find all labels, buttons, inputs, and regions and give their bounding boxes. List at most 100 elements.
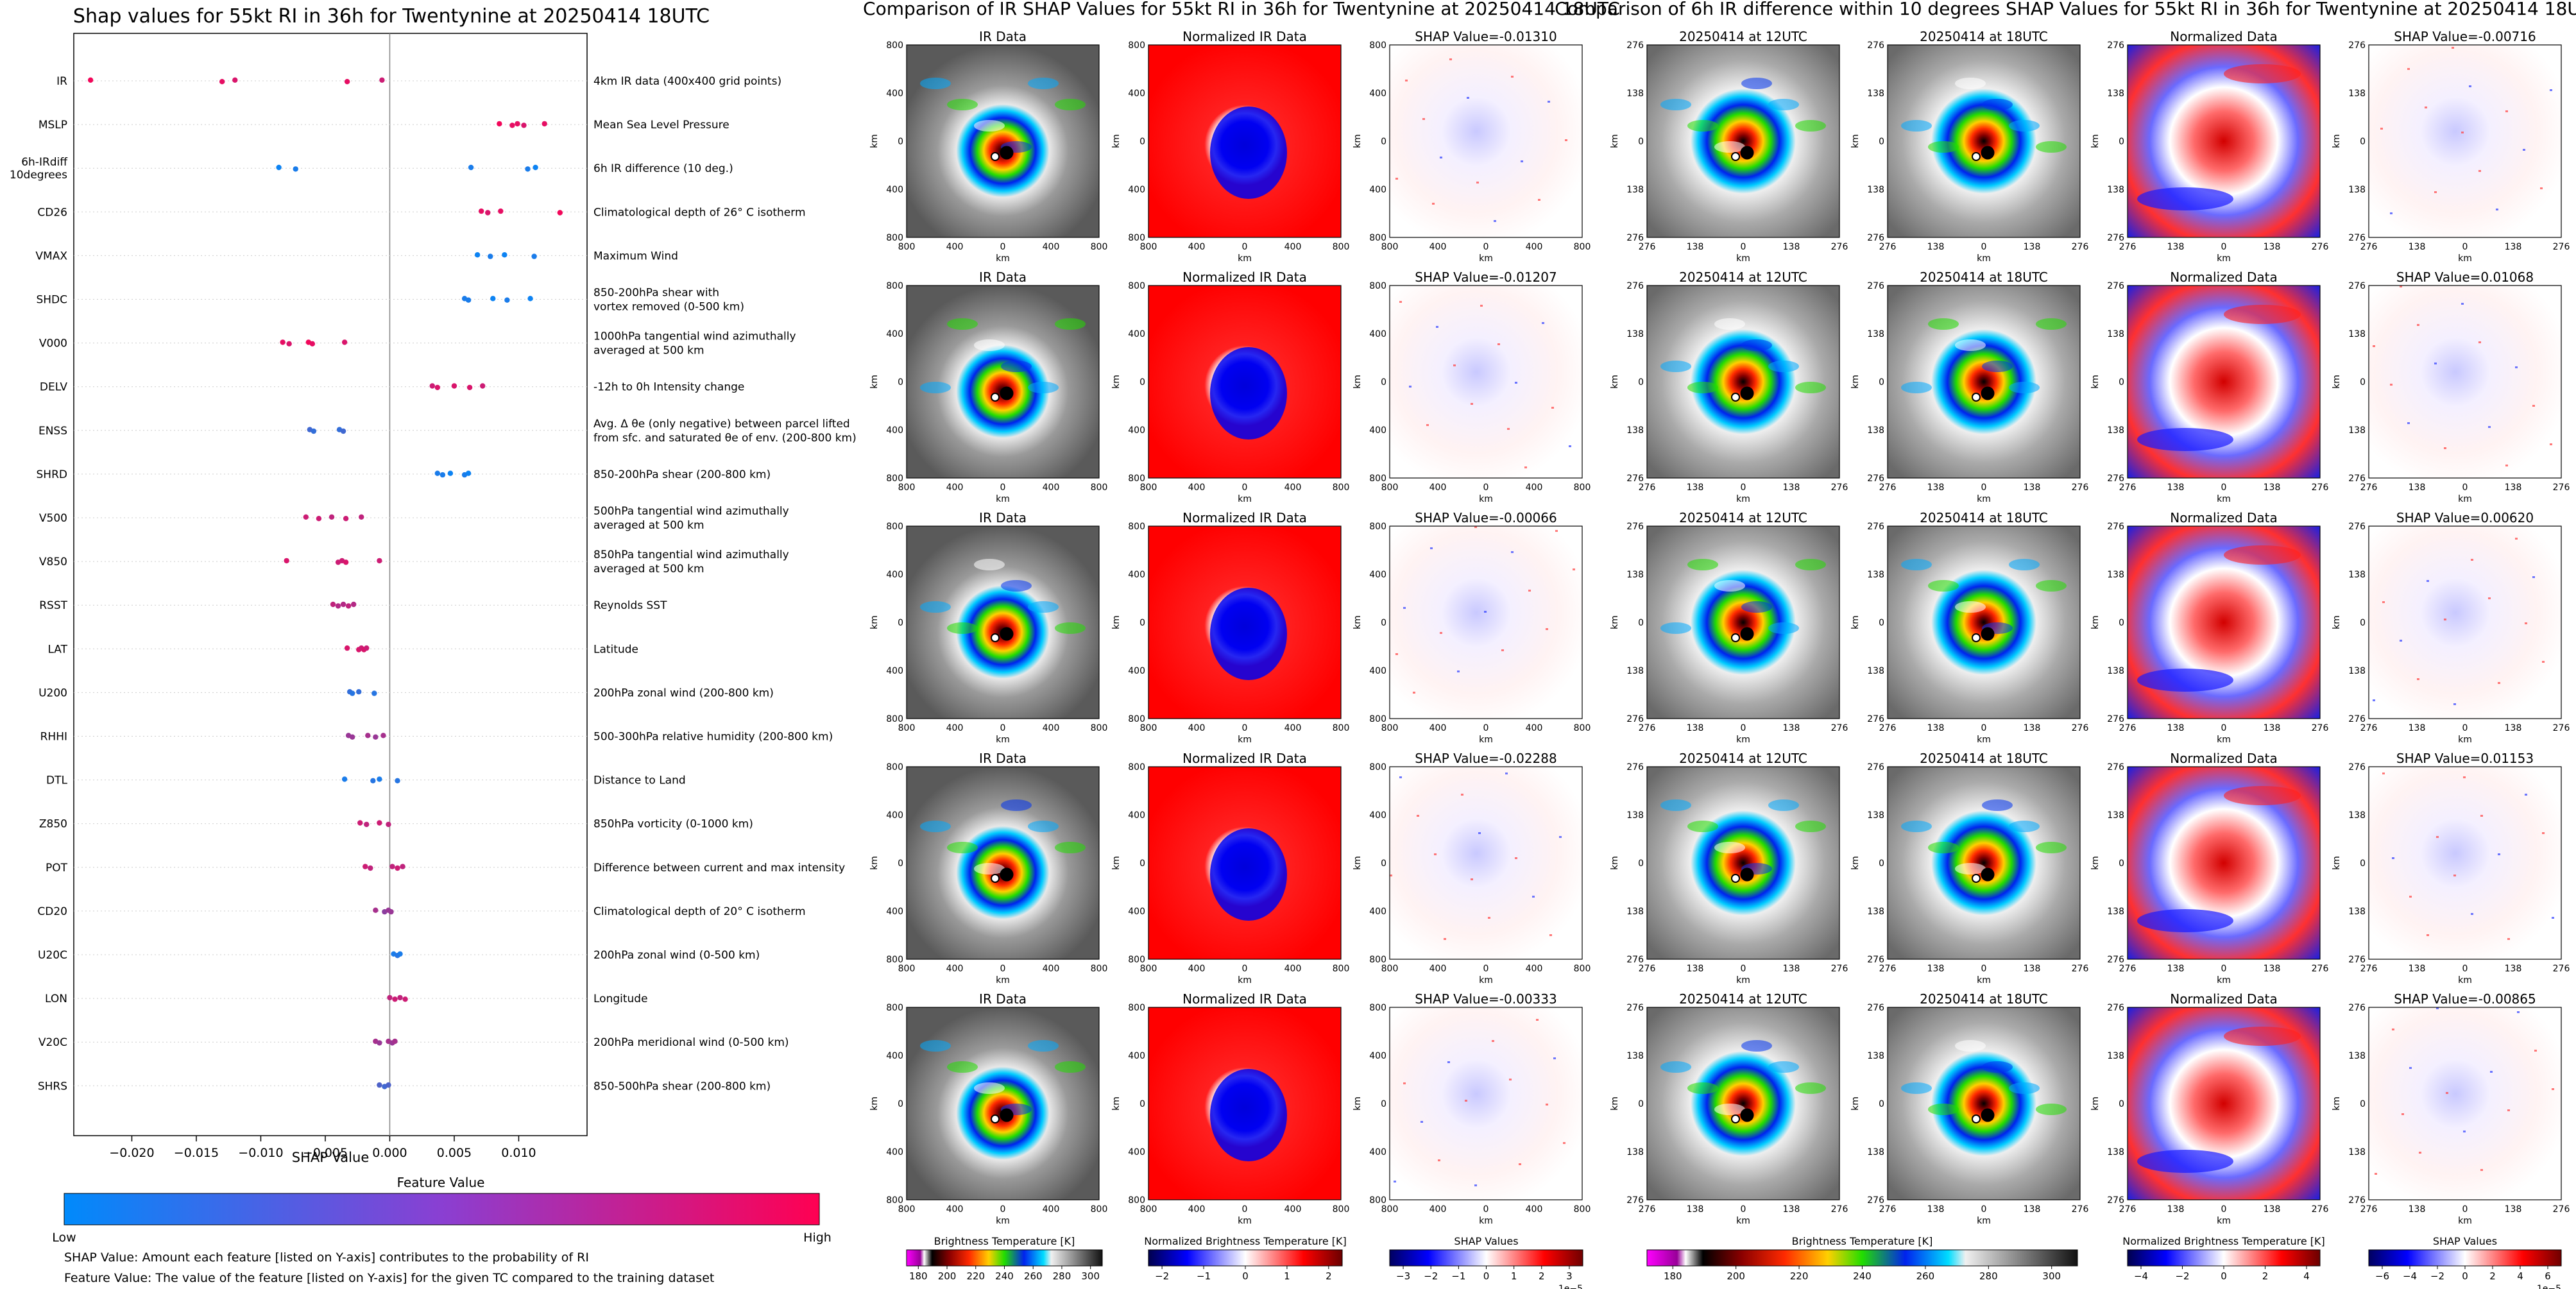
feature-description: 200hPa meridional wind (0-500 km) <box>593 1036 789 1049</box>
colorbar-tick-label: 300 <box>2042 1270 2061 1282</box>
colorbar-high-label: High <box>803 1231 832 1245</box>
map-x-tick-label: 276 <box>2553 964 2570 974</box>
map-x-tick-label: 138 <box>2264 482 2281 493</box>
map-y-tick-label: 800 <box>1369 233 1386 243</box>
feature-description: -12h to 0h Intensity change <box>593 381 744 394</box>
map-x-tick-label: 400 <box>1526 723 1543 733</box>
shap-point <box>542 121 547 127</box>
map-y-tick-label: 0 <box>1638 137 1644 147</box>
map-panel-title: 20250414 at 18UTC <box>1920 510 2048 525</box>
colorbar-tick-label: 1 <box>1511 1270 1517 1282</box>
map-x-tick-label: 0 <box>1741 482 1746 493</box>
map-x-tick-label: 0 <box>1483 964 1489 974</box>
map-x-tick-label: 276 <box>2072 723 2089 733</box>
map-y-tick-label: 400 <box>886 810 903 821</box>
shap-point <box>504 297 510 303</box>
map-y-tick-label: 276 <box>1867 233 1884 243</box>
map-x-axis-label: km <box>996 1216 1010 1226</box>
map-x-tick-label: 138 <box>2167 242 2185 252</box>
map-x-axis-label: km <box>2458 975 2472 986</box>
map-x-tick-label: 276 <box>2119 482 2137 493</box>
map-x-axis-label: km <box>1736 975 1750 986</box>
map-y-tick-label: 400 <box>886 666 903 676</box>
shap-point <box>340 601 346 608</box>
map-y-tick-label: 0 <box>898 1099 903 1109</box>
map-y-tick-label: 400 <box>1369 570 1386 580</box>
map-y-tick-label: 276 <box>1867 955 1884 965</box>
map-x-tick-label: 800 <box>1333 964 1350 974</box>
map-x-tick-label: 800 <box>1574 964 1591 974</box>
map-y-tick-label: 138 <box>1867 1147 1884 1157</box>
map-x-tick-label: 0 <box>1483 723 1489 733</box>
feature-label: LON <box>45 993 67 1005</box>
map-x-tick-label: 276 <box>2360 1204 2378 1215</box>
shap-point <box>349 690 355 696</box>
map-x-tick-label: 800 <box>1091 482 1108 493</box>
shap-point <box>429 383 435 389</box>
map-x-tick-label: 138 <box>1687 242 1704 252</box>
map-x-tick-label: 0 <box>1741 723 1746 733</box>
map-x-tick-label: 276 <box>1639 482 1656 493</box>
x-tick-label: −0.010 <box>238 1146 283 1160</box>
map-y-tick-label: 400 <box>886 1147 903 1157</box>
map-x-tick-label: 138 <box>2264 1204 2281 1215</box>
map-x-tick-label: 276 <box>1879 242 1897 252</box>
map-x-tick-label: 138 <box>2024 1204 2041 1215</box>
shap-point <box>377 1040 382 1046</box>
colorbar-tick-label: 2 <box>2489 1270 2496 1282</box>
map-x-tick-label: 800 <box>1574 242 1591 252</box>
colorbar-label: Normalized Brightness Temperature [K] <box>2122 1235 2325 1247</box>
map-x-axis-label: km <box>1977 975 1991 986</box>
colorbar-tick-label: 2 <box>2262 1270 2269 1282</box>
map-x-tick-label: 400 <box>946 964 964 974</box>
shap-point <box>525 166 531 172</box>
colorbar-tick-label: −1 <box>1451 1270 1465 1282</box>
map-x-tick-label: 0 <box>1242 242 1248 252</box>
colorbar-tick-label: 200 <box>938 1270 957 1282</box>
map-y-tick-label: 138 <box>2107 1051 2124 1061</box>
feature-description: Difference between current and max inten… <box>593 862 845 875</box>
map-y-tick-label: 276 <box>1626 1195 1644 1206</box>
map-x-tick-label: 138 <box>1783 964 1800 974</box>
map-y-tick-label: 276 <box>2107 955 2124 965</box>
map-y-tick-label: 138 <box>2107 329 2124 339</box>
map-y-tick-label: 138 <box>2348 89 2366 99</box>
map-x-tick-label: 400 <box>946 242 964 252</box>
map-panel-title: Normalized IR Data <box>1182 29 1307 44</box>
map-panel-title: SHAP Value=0.00620 <box>2396 510 2534 525</box>
colorbar-tick-label: 3 <box>1566 1270 1573 1282</box>
map-x-tick-label: 138 <box>2505 242 2522 252</box>
map-y-tick-label: 0 <box>2360 377 2366 388</box>
map-x-tick-label: 138 <box>2024 482 2041 493</box>
map-y-tick-label: 138 <box>2348 810 2366 821</box>
map-x-tick-label: 276 <box>1831 964 1848 974</box>
feature-description: Climatological depth of 20° C isotherm <box>593 905 806 918</box>
map-y-tick-label: 800 <box>1369 40 1386 51</box>
feature-label: VMAX <box>35 250 67 262</box>
map-x-tick-label: 0 <box>2462 242 2468 252</box>
map-x-tick-label: 800 <box>898 1204 916 1215</box>
map-x-tick-label: 800 <box>1140 242 1157 252</box>
map-x-tick-label: 400 <box>1043 964 1060 974</box>
map-x-tick-label: 800 <box>1381 723 1399 733</box>
map-y-tick-label: 0 <box>1879 137 1884 147</box>
map-panel-title: Normalized IR Data <box>1182 991 1307 1007</box>
summary-x-axis-label: SHAP Value <box>292 1150 370 1165</box>
shap-point <box>330 601 336 608</box>
map-x-tick-label: 138 <box>2505 1204 2522 1215</box>
feature-label: V500 <box>39 512 67 525</box>
colorbar-tick-label: 260 <box>1916 1270 1935 1282</box>
map-panel-title: 20250414 at 18UTC <box>1920 269 2048 285</box>
shap-point <box>468 164 474 171</box>
shap-point <box>388 909 394 915</box>
map-panel-title: 20250414 at 12UTC <box>1679 510 1807 525</box>
feature-label: POT <box>46 862 68 875</box>
map-y-tick-label: 138 <box>2107 666 2124 676</box>
map-y-tick-label: 276 <box>2348 474 2366 484</box>
shap-point <box>377 776 382 782</box>
map-y-axis-label: km <box>869 615 880 629</box>
map-y-tick-label: 138 <box>1626 1147 1644 1157</box>
